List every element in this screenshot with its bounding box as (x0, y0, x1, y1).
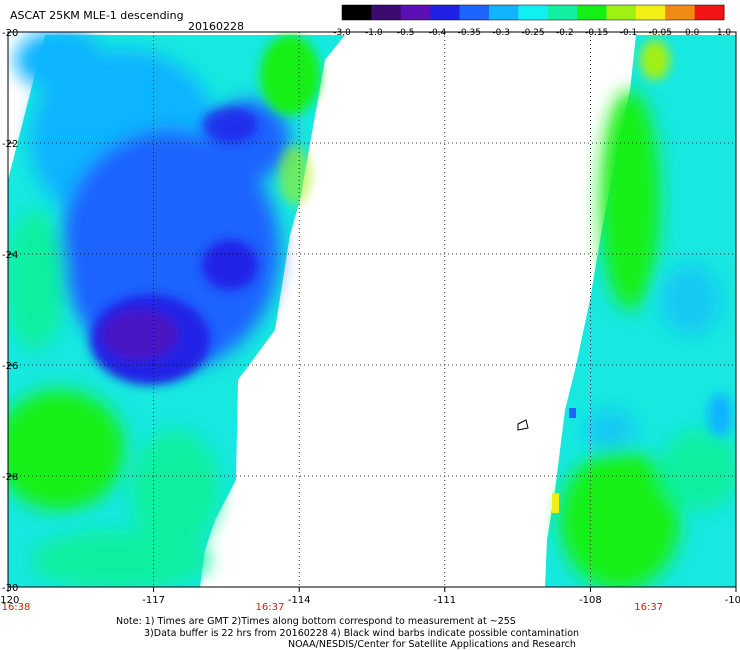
product-title: ASCAT 25KM MLE-1 descending (10, 9, 184, 22)
colorbar-label: -1.0 (365, 28, 383, 38)
pass-time-label: 16:37 (256, 602, 285, 613)
left-swath (8, 32, 345, 587)
pass-time-label: 16:38 (2, 602, 31, 613)
lon-tick-label: -111 (433, 595, 456, 606)
colorbar-label: -0.15 (585, 28, 608, 38)
colorbar-label: -0.35 (458, 28, 481, 38)
colorbar-frame (341, 4, 725, 21)
lat-tick-label: -26 (2, 361, 18, 372)
lon-tick-label: -105 (725, 595, 740, 606)
note-line-2: 3)Data buffer is 22 hrs from 20160228 4)… (144, 628, 580, 639)
lat-tick-label: -24 (2, 250, 18, 261)
lon-tick-label: -114 (288, 595, 311, 606)
colorbar-swatch (547, 5, 578, 20)
colorbar-label: 0.0 (685, 28, 700, 38)
colorbar-label: -0.1 (620, 28, 638, 38)
colorbar-swatch (342, 5, 372, 20)
colorbar-swatch (577, 5, 607, 20)
colorbar-label: -0.05 (649, 28, 672, 38)
right-swath (545, 35, 736, 587)
axis-ticks: -120 -117 -114 -111 -108 -105 -20 -22 -24 -26 -28 -… (0, 28, 740, 613)
colorbar-label: -0.4 (429, 28, 447, 38)
colorbar-label: -0.3 (492, 28, 510, 38)
map-area (8, 32, 736, 587)
colorbar-swatch (635, 5, 666, 20)
colorbar-swatch (488, 5, 519, 20)
lon-tick-label: -117 (142, 595, 165, 606)
lat-tick-label: -22 (2, 139, 18, 150)
colorbar-label: -3.0 (333, 28, 351, 38)
blue-pixel (569, 408, 576, 418)
colorbar-label: -0.5 (397, 28, 415, 38)
lon-tick-label: -120 (0, 595, 19, 606)
colorbar-swatch (665, 5, 696, 20)
colorbar-swatch (459, 5, 490, 20)
wind-barb (517, 419, 529, 431)
colorbar-label: 1.0 (717, 28, 732, 38)
note-line-3: NOAA/NESDIS/Center for Satellite Applica… (288, 639, 576, 650)
lon-tick-label: -108 (579, 595, 602, 606)
colorbar: -3.0 -1.0 -0.5 -0.4 -0.35 -0.3 -0.25 -0.2 -0.15 -… (333, 4, 732, 38)
map-grid (7, 31, 737, 588)
colorbar-swatch (400, 5, 431, 20)
colorbar-swatch (694, 5, 725, 20)
product-date: 20160228 (188, 20, 244, 33)
colorbar-label: -0.25 (521, 28, 544, 38)
colorbar-swatch (606, 5, 637, 20)
pass-time-label: 16:37 (634, 602, 663, 613)
lat-tick-label: -30 (2, 583, 18, 594)
note-line-1: Note: 1) Times are GMT 2)Times along bot… (116, 616, 516, 627)
yellow-pixel (552, 493, 559, 513)
lat-tick-label: -20 (2, 28, 18, 39)
lat-tick-label: -28 (2, 472, 18, 483)
colorbar-swatch (371, 5, 402, 20)
colorbar-swatch (518, 5, 549, 20)
colorbar-swatch (430, 5, 461, 20)
colorbar-label: -0.2 (556, 28, 574, 38)
